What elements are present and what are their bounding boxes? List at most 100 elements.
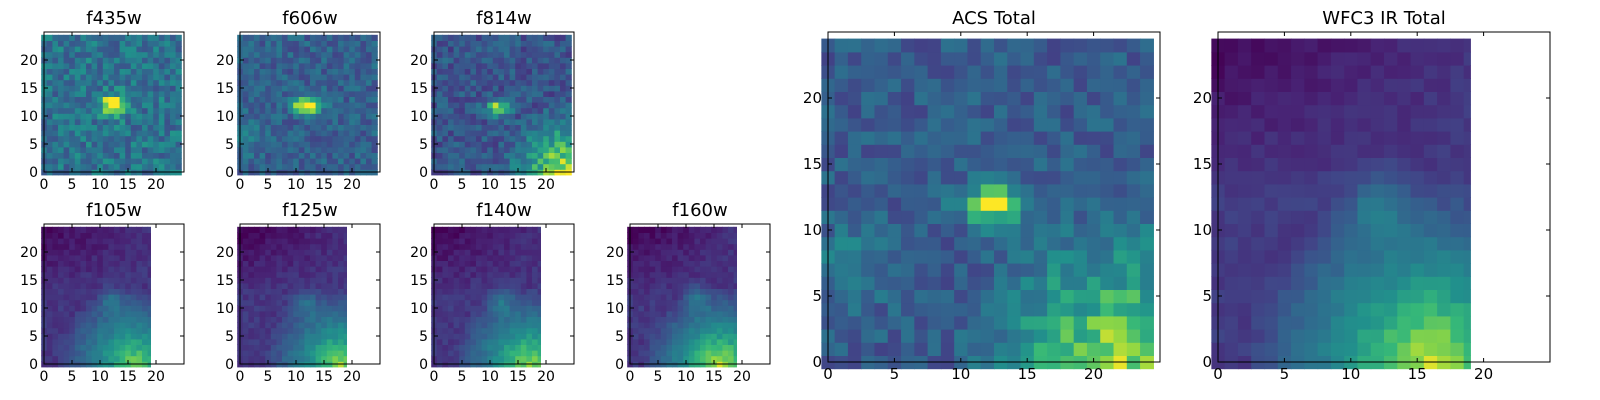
heatmap-cell [459, 266, 466, 273]
heatmap-cell [254, 271, 261, 278]
heatmap-cell [282, 249, 289, 256]
heatmap-cell [91, 130, 98, 137]
heatmap-cell [666, 249, 673, 256]
heatmap-cell [175, 107, 182, 114]
heatmap-cell [694, 322, 701, 329]
heatmap-cell [1264, 249, 1279, 264]
heatmap-cell [97, 113, 104, 120]
heatmap-cell [310, 243, 317, 250]
heatmap-cell [97, 46, 104, 53]
heatmap-cell [265, 40, 272, 47]
heatmap-cell [520, 271, 527, 278]
heatmap-cell [834, 38, 849, 53]
heatmap-cell [287, 316, 294, 323]
heatmap-cell [459, 96, 466, 103]
x-tick-label: 15 [315, 177, 333, 193]
heatmap-cell [464, 338, 471, 345]
heatmap-cell [649, 299, 656, 306]
heatmap-cell [91, 62, 98, 69]
heatmap-cell [248, 338, 255, 345]
heatmap-cell [287, 327, 294, 334]
heatmap-cell [481, 130, 488, 137]
heatmap-cell [1317, 236, 1332, 251]
axes-frame [239, 31, 381, 173]
heatmap-cell [287, 333, 294, 340]
heatmap-cell [321, 90, 328, 97]
heatmap-cell [130, 238, 137, 245]
heatmap-cell [532, 344, 539, 351]
heatmap-cell [1384, 236, 1398, 251]
heatmap-cell [967, 157, 982, 172]
heatmap-cell [526, 344, 533, 351]
heatmap-cell [298, 51, 305, 58]
heatmap-cell [509, 243, 516, 250]
heatmap-cell [470, 46, 477, 53]
heatmap-cell [170, 107, 177, 114]
heatmap-cell [315, 333, 322, 340]
heatmap-cell [901, 315, 915, 330]
heatmap-cell [242, 305, 249, 312]
heatmap-cell [1033, 263, 1048, 277]
heatmap-cell [74, 266, 81, 273]
heatmap-cell [548, 158, 555, 165]
heatmap-cell [1317, 315, 1332, 330]
heatmap-cell [980, 91, 995, 106]
heatmap-cell [492, 57, 499, 64]
heatmap-cell [1330, 223, 1345, 238]
heatmap-cell [270, 277, 277, 284]
heatmap-cell [954, 276, 969, 290]
heatmap-cell [481, 79, 488, 86]
heatmap-cell [371, 90, 378, 97]
heatmap-cell [711, 294, 718, 301]
heatmap-cell [901, 38, 915, 53]
heatmap-cell [338, 79, 345, 86]
heatmap-cell [270, 152, 277, 159]
heatmap-cell [69, 163, 76, 170]
heatmap-cell [436, 146, 443, 153]
heatmap-cell [69, 322, 76, 329]
heatmap-cell [677, 277, 684, 284]
heatmap-cell [453, 288, 460, 295]
heatmap-cell [722, 299, 729, 306]
heatmap-cell [967, 329, 982, 343]
heatmap-cell [242, 238, 249, 245]
heatmap-cell [476, 34, 483, 41]
heatmap-cell [310, 79, 317, 86]
heatmap-cell [1264, 342, 1279, 356]
heatmap-cell [504, 124, 511, 131]
y-tick-label: 5 [419, 137, 428, 153]
heatmap-cell [248, 146, 255, 153]
heatmap-cell [153, 163, 160, 170]
heatmap-cell [565, 146, 572, 153]
heatmap-cell [1344, 315, 1359, 330]
heatmap-cell [102, 79, 109, 86]
heatmap-cell [158, 46, 165, 53]
heatmap-cell [504, 130, 511, 137]
heatmap-cell [321, 355, 328, 362]
heatmap-cell [310, 266, 317, 273]
heatmap-cell [175, 46, 182, 53]
heatmap-cell [498, 226, 505, 233]
heatmap-cell [498, 327, 505, 334]
heatmap-cell [136, 316, 143, 323]
heatmap-cell [1237, 263, 1252, 277]
heatmap-cell [476, 118, 483, 125]
heatmap-cell [453, 355, 460, 362]
heatmap-cell [861, 236, 876, 251]
heatmap-cell [97, 249, 104, 256]
heatmap-cell [343, 34, 350, 41]
heatmap-cell [315, 141, 322, 148]
heatmap-cell [532, 316, 539, 323]
heatmap-cell [343, 338, 347, 345]
heatmap-cell [293, 316, 300, 323]
heatmap-cell [487, 79, 494, 86]
heatmap-cell [125, 333, 132, 340]
heatmap-cell [532, 90, 539, 97]
heatmap-cell [442, 299, 449, 306]
heatmap-cell [481, 124, 488, 131]
heatmap-cell [498, 68, 505, 75]
heatmap-cell [543, 46, 550, 53]
heatmap-cell [1370, 302, 1385, 317]
heatmap-cell [476, 333, 483, 340]
